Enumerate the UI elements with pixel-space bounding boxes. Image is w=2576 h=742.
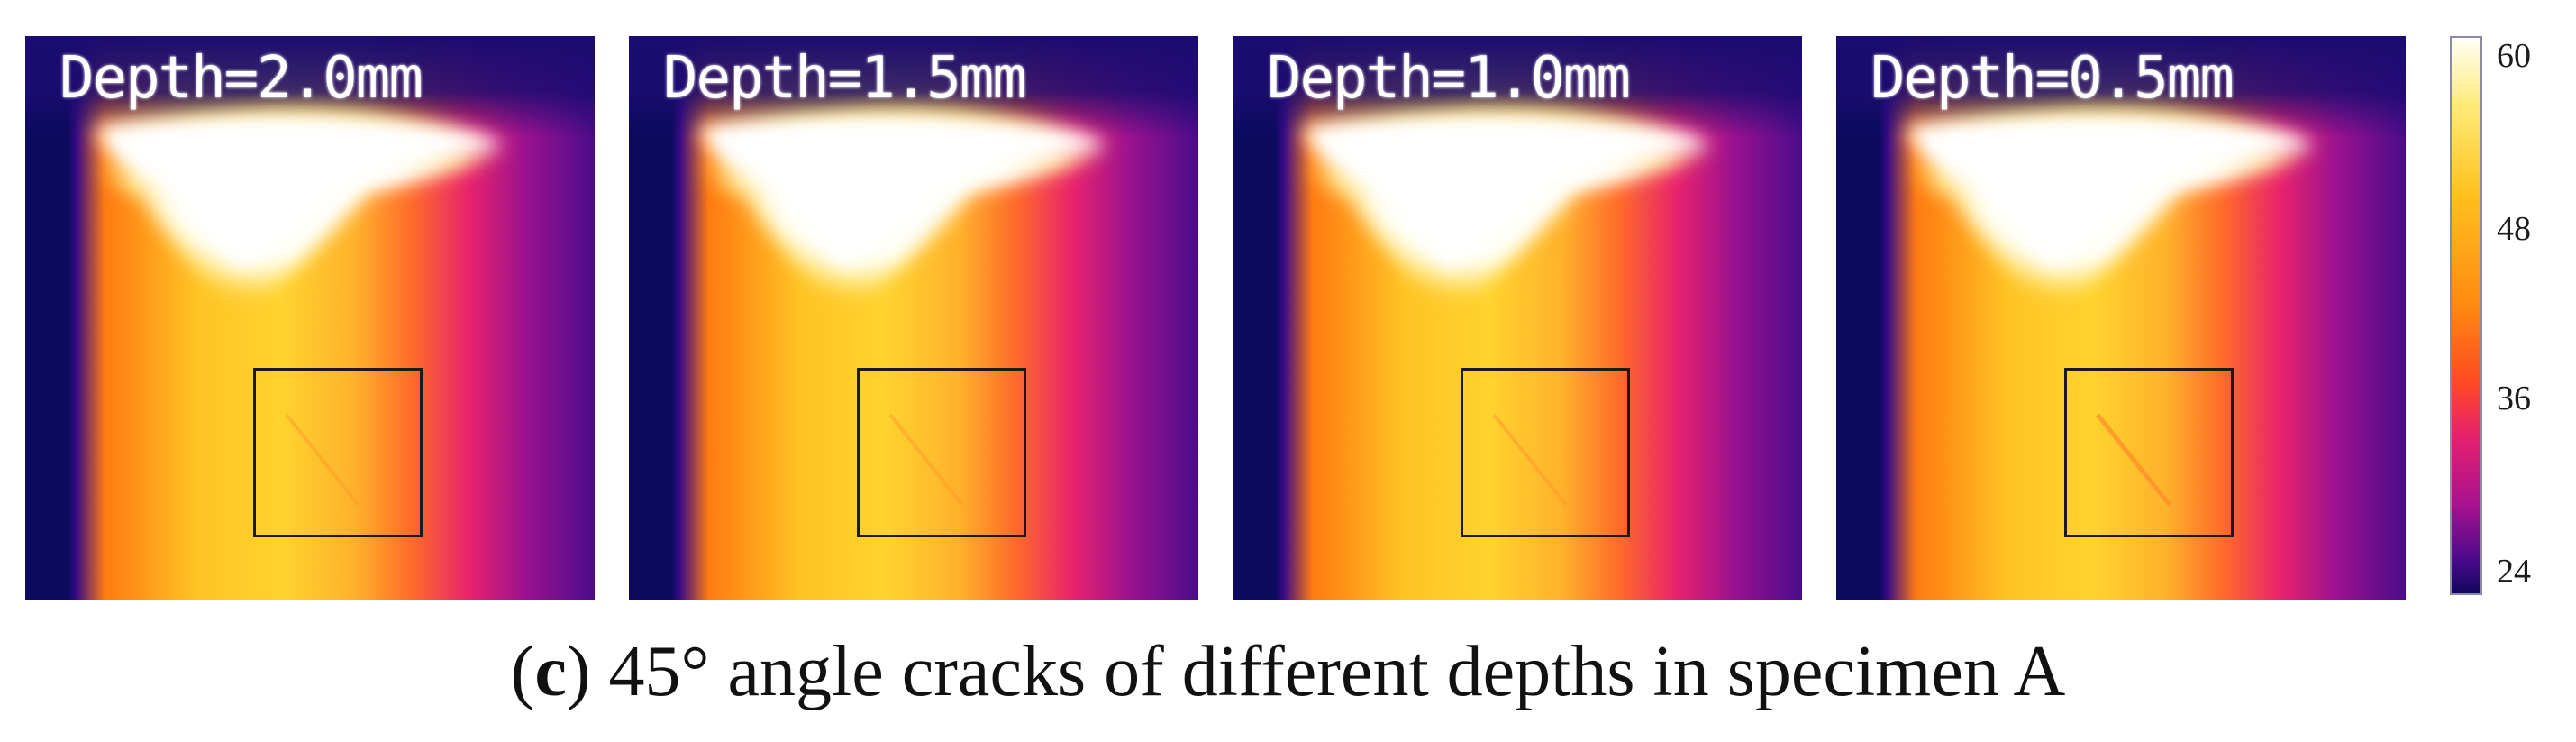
depth-label: Depth=1.5mm — [663, 45, 1027, 112]
caption-letter: c — [534, 632, 567, 711]
thermal-image-panel-4: Depth=0.5mm — [1836, 36, 2406, 600]
caption-text: 45° angle cracks of different depths in … — [590, 632, 2066, 711]
depth-label: Depth=2.0mm — [59, 45, 423, 112]
thermal-image-3 — [1233, 36, 1802, 600]
colorbar-gradient — [2450, 36, 2482, 595]
thermal-image-panel-3: Depth=1.0mm — [1233, 36, 1802, 600]
thermal-image-4 — [1836, 36, 2406, 600]
crack-roi-box — [857, 368, 1026, 537]
crack-roi-box — [2064, 368, 2234, 537]
colorbar-tick: 48 — [2497, 210, 2531, 248]
thermal-image-panel-2: Depth=1.5mm — [629, 36, 1198, 600]
crack-roi-box — [1461, 368, 1630, 537]
depth-label: Depth=0.5mm — [1871, 45, 2235, 112]
colorbar-tick-max: 60 — [2497, 37, 2531, 75]
colorbar-tick-min: 24 — [2497, 553, 2531, 591]
thermal-image-panel-1: Depth=2.0mm — [25, 36, 595, 600]
crack-roi-box — [253, 368, 423, 537]
depth-label: Depth=1.0mm — [1267, 45, 1631, 112]
thermal-image-2 — [629, 36, 1198, 600]
figure-caption: (c) 45° angle cracks of different depths… — [510, 632, 2066, 711]
temperature-colorbar: 60 48 36 24 — [2450, 36, 2576, 600]
thermal-image-1 — [25, 36, 595, 600]
colorbar-tick: 36 — [2497, 380, 2531, 417]
